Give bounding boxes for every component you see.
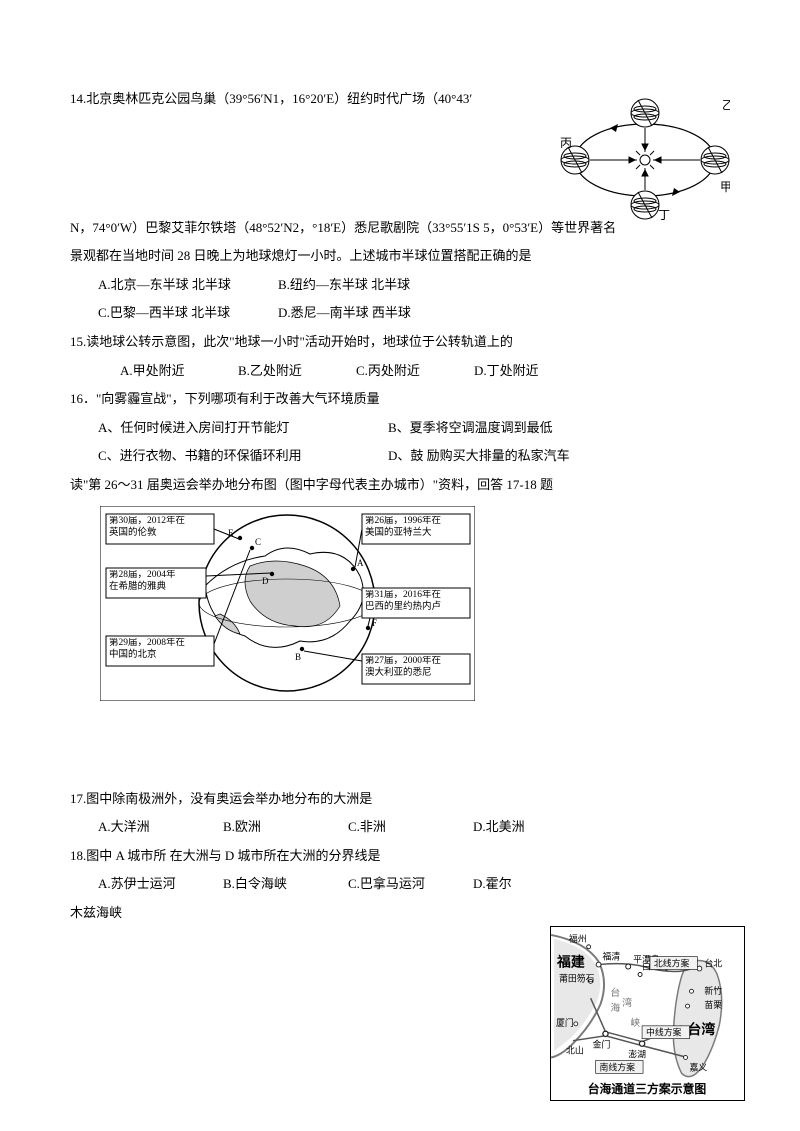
orbit-label-right: 甲 — [720, 180, 730, 194]
q14-opt-c: C.巴黎—西半球 北半球 — [98, 299, 278, 328]
taiwan-province-label: 福建 — [556, 954, 585, 970]
taiwan-island-label: 台湾 — [688, 1021, 716, 1037]
svg-text:北山: 北山 — [566, 1046, 584, 1056]
taiwan-title: 台海通道三方案示意图 — [588, 1082, 707, 1096]
svg-text:台: 台 — [610, 986, 620, 999]
q16-stem: 16．"向雾霾宣战"，下列哪项有利于改善大气环境质量 — [70, 385, 730, 414]
q18-opt-b: B.白令海峡 — [223, 870, 348, 899]
olympic-figure: A B C D E F 第30届，2012年在英国的伦敦 第28届，2004年在… — [100, 506, 475, 701]
q18-stem: 18.图中 A 城市所 在大洲与 D 城市所在大洲的分界线是 — [70, 842, 730, 871]
svg-text:苗栗: 苗栗 — [704, 1000, 722, 1010]
svg-text:嘉义: 嘉义 — [690, 1061, 708, 1072]
svg-text:莆田笏石: 莆田笏石 — [559, 972, 595, 983]
orbit-label-top: 乙 — [722, 98, 730, 112]
q15-stem: 15.读地球公转示意图，此次"地球一小时"活动开始时，地球位于公转轨道上的 — [70, 328, 730, 357]
svg-text:C: C — [255, 537, 261, 547]
orbit-label-bottom: 丁 — [658, 208, 670, 220]
intro-17-18: 读"第 26～31 届奥运会举办地分布图（图中字母代表主办城市）"资料，回答 1… — [70, 471, 730, 500]
svg-text:A: A — [357, 558, 364, 568]
q18-opt-d: D.霍尔 — [473, 870, 512, 899]
q15-opt-b: B.乙处附近 — [238, 357, 356, 386]
q18-opt-a: A.苏伊士运河 — [98, 870, 223, 899]
svg-text:B: B — [295, 652, 301, 662]
svg-text:峡: 峡 — [630, 1016, 640, 1029]
q17-stem: 17.图中除南极洲外，没有奥运会举办地分布的大洲是 — [70, 785, 730, 814]
svg-text:福清: 福清 — [603, 951, 621, 962]
route-n-label: 北线方案 — [654, 958, 690, 969]
svg-text:金门: 金门 — [593, 1039, 611, 1050]
q17-opt-b: B.欧洲 — [223, 813, 348, 842]
q16-opt-a: A、任何时候进入房间打开节能灯 — [98, 414, 388, 443]
svg-text:D: D — [262, 576, 269, 586]
q17-opt-a: A.大洋洲 — [98, 813, 223, 842]
olympic-box-30: 第30届，2012年在英国的伦敦 — [109, 516, 213, 540]
route-s-label: 南线方案 — [600, 1061, 636, 1072]
orbit-figure: 乙 甲 丁 丙 — [560, 95, 730, 220]
q17-opt-d: D.北美洲 — [473, 813, 525, 842]
svg-text:澎湖: 澎湖 — [628, 1048, 646, 1059]
svg-text:F: F — [372, 618, 377, 628]
svg-text:台北: 台北 — [704, 958, 722, 969]
olympic-box-26: 第26届，1996年在美国的亚特兰大 — [365, 516, 469, 540]
svg-text:厦门: 厦门 — [556, 1017, 574, 1028]
olympic-box-29: 第29届，2008年在中国的北京 — [109, 638, 213, 662]
olympic-box-31: 第31届，2016年在巴西的里约热内卢 — [365, 590, 469, 614]
svg-text:福州: 福州 — [569, 933, 587, 944]
q18-tail: 木兹海峡 — [70, 899, 730, 928]
orbit-label-left: 丙 — [560, 136, 572, 150]
olympic-box-28: 第28届，2004年在希腊的雅典 — [109, 570, 205, 594]
q14-opt-a: A.北京—东半球 北半球 — [98, 271, 278, 300]
q16-opt-d: D、鼓 励购买大排量的私家汽车 — [388, 442, 570, 471]
q15-opt-d: D.丁处附近 — [474, 357, 539, 386]
q18-opt-c: C.巴拿马运河 — [348, 870, 473, 899]
q16-opt-b: B、夏季将空调温度调到最低 — [388, 414, 553, 443]
route-m-label: 中线方案 — [646, 1027, 682, 1038]
svg-text:海: 海 — [610, 1001, 620, 1014]
q16-opt-c: C、进行衣物、书籍的环保循环利用 — [98, 442, 388, 471]
q17-opt-c: C.非洲 — [348, 813, 473, 842]
q14-part3: 景观都在当地时间 28 日晚上为地球熄灯一小时。上述城市半球位置搭配正确的是 — [70, 242, 730, 271]
olympic-box-27: 第27届，2000年在澳大利亚的悉尼 — [365, 656, 469, 680]
q14-opt-d: D.悉尼—南半球 西半球 — [278, 299, 411, 328]
q15-opt-a: A.甲处附近 — [120, 357, 238, 386]
svg-text:湾: 湾 — [622, 996, 632, 1009]
q14-opt-b: B.纽约—东半球 北半球 — [278, 271, 410, 300]
taiwan-figure: 福州 福清 平潭岛 莆田笏石 厦门 金门 澎湖 白犬岛 台北 新竹 苗栗 嘉义 … — [550, 926, 745, 1101]
q15-opt-c: C.丙处附近 — [356, 357, 474, 386]
svg-text:新竹: 新竹 — [704, 985, 722, 996]
